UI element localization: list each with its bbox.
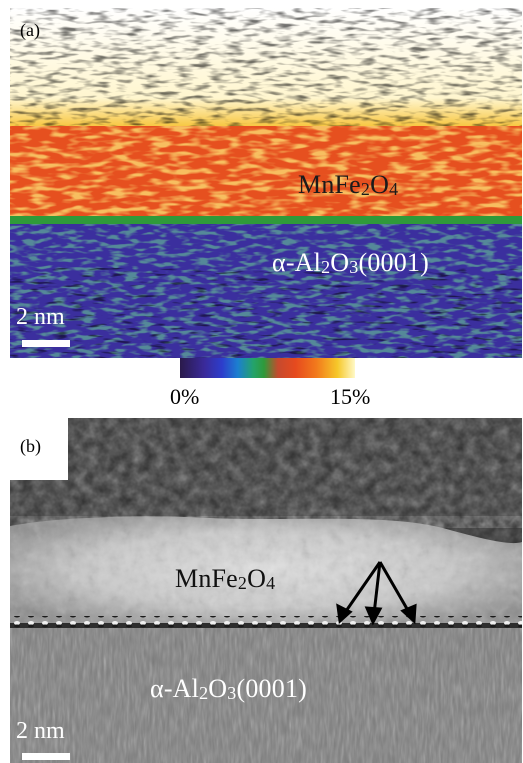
interface-band [10,216,522,226]
overlayer-grain [10,418,522,528]
dislocation-arrows [336,561,417,626]
scale-bar [22,753,70,760]
strain-map-panel: (a) MnFe2O4 α-Al2O3(0001) 2 nm [10,8,522,358]
substrate-dark-speckle [10,268,522,358]
arrowhead-middle [364,606,383,626]
tem-image-panel: (b) MnFe2O4 α-Al2O3(0001) 2 nm [10,418,522,763]
scale-bar [22,340,70,347]
panel-a-label: (a) [20,20,40,40]
arrowhead-right [400,603,417,625]
film-material-label: MnFe2O4 [175,564,276,593]
arrow-middle [372,561,382,615]
tem-image [10,418,522,763]
film-material-label: MnFe2O4 [298,170,399,199]
film-strain-speckle [10,126,522,222]
colorbar-min-label: 0% [170,384,200,409]
substrate-material-label: α-Al2O3(0001) [272,248,430,277]
strain-colorbar [180,358,355,378]
arrow-left [342,561,382,615]
arrow-right [378,561,412,615]
substrate-lattice [10,628,522,763]
interface-dots [10,616,522,628]
strain-map-image [10,8,522,358]
substrate-material-label: α-Al2O3(0001) [150,674,308,703]
arrowhead-left [336,603,353,625]
scale-bar-label: 2 nm [16,304,65,330]
panel-b-label: (b) [10,418,68,480]
overlayer-noise [10,8,522,128]
colorbar-max-label: 15% [330,384,371,409]
scale-bar-label: 2 nm [16,718,65,744]
film-grain [10,516,522,623]
